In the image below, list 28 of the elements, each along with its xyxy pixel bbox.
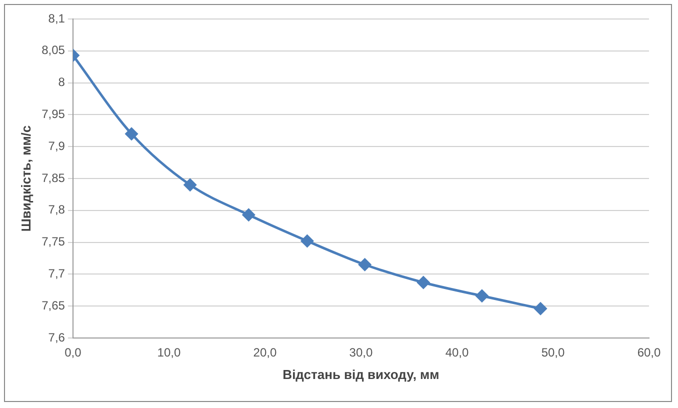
y-tick-label: 7,95 [42, 107, 66, 122]
point [300, 234, 314, 248]
y-tick-label: 7,6 [48, 330, 66, 344]
y-axis-title: Швидкість, мм/с [18, 125, 34, 232]
point [417, 276, 430, 289]
y-tick-label: 7,9 [48, 138, 66, 153]
x-tick-label: 30,0 [349, 346, 373, 360]
point [358, 258, 372, 271]
x-tick-label: 50,0 [541, 346, 565, 360]
point [242, 208, 255, 222]
point [534, 302, 547, 315]
x-tick-label: 0,0 [64, 346, 82, 360]
y-tick-label: 7,65 [42, 298, 66, 312]
y-tick-label: 7,75 [42, 234, 66, 249]
x-tick-label: 20,0 [253, 346, 277, 360]
y-tick-label: 8,1 [48, 11, 66, 26]
point [184, 178, 196, 192]
x-tick-label: 10,0 [157, 346, 181, 360]
point [476, 290, 488, 302]
y-tick-label: 7,8 [48, 202, 66, 217]
y-tick-label: 8 [58, 75, 66, 90]
x-tick-label: 60,0 [637, 346, 661, 360]
y-tick-label: 7,7 [48, 266, 66, 281]
x-axis-title: Відстань від виходу, мм [282, 366, 440, 382]
y-tick-label: 8,05 [42, 43, 66, 58]
x-tick-label: 40,0 [445, 346, 469, 360]
point [125, 128, 138, 140]
y-tick-label: 7,85 [42, 170, 66, 185]
